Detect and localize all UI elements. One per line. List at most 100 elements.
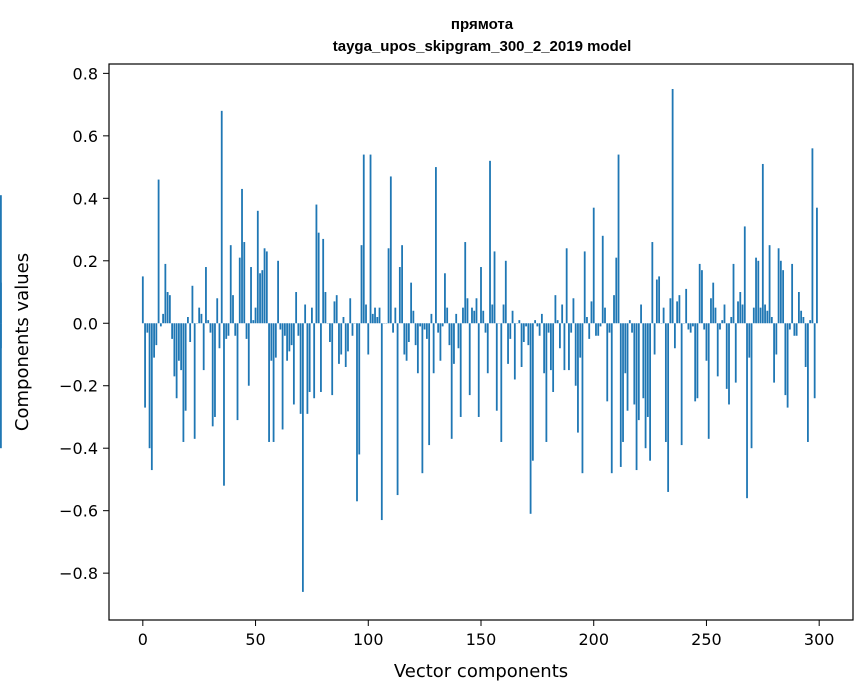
bar-142	[462, 307, 464, 324]
bar-254	[714, 307, 717, 324]
bar-127	[428, 323, 431, 446]
bar-12	[168, 295, 171, 324]
bar-83	[329, 323, 331, 342]
bar-179	[545, 323, 548, 442]
bar-274	[759, 307, 762, 324]
bar-134	[444, 273, 446, 324]
y-tick-label: 0.8	[73, 64, 98, 83]
bar-295	[807, 323, 809, 442]
bar-210	[615, 257, 618, 324]
bar-298	[813, 323, 816, 399]
bar-281	[775, 323, 778, 355]
bar-237	[676, 301, 679, 324]
bar-265	[739, 292, 742, 324]
bar-16	[177, 323, 180, 361]
bar-157	[495, 323, 498, 411]
bar-148	[475, 298, 478, 324]
y-tick-label: −0.6	[59, 502, 98, 521]
bar-29	[207, 320, 210, 324]
bar-216	[628, 320, 631, 324]
bar-22	[191, 285, 194, 324]
bar-287	[788, 323, 791, 330]
bar-124	[421, 323, 424, 474]
bar-247	[698, 263, 701, 324]
bar-167	[518, 320, 521, 324]
bar-260	[728, 323, 730, 405]
bar-136	[448, 323, 451, 346]
bar-222	[642, 323, 645, 399]
bar-79	[320, 323, 322, 392]
x-axis: 0 50 100 150 200 250 300	[138, 620, 834, 649]
bar-133	[441, 323, 444, 327]
bar-219	[635, 323, 638, 471]
bar-111	[392, 323, 394, 333]
bar-40	[232, 295, 234, 324]
y-tick-label: 0.6	[73, 127, 98, 146]
bar-223	[644, 323, 647, 449]
bar-249	[703, 323, 706, 330]
bar-105	[378, 307, 381, 324]
bar-231	[662, 307, 665, 324]
y-tick-label: −0.4	[59, 439, 98, 458]
bar-232	[664, 323, 667, 442]
bar-99	[365, 304, 367, 324]
bar-117	[405, 323, 408, 361]
bar-103	[374, 307, 376, 324]
bar-243	[689, 323, 692, 333]
bar-276	[764, 304, 766, 324]
bar-170	[525, 323, 527, 327]
bar-31	[211, 323, 214, 427]
bar-197	[586, 317, 588, 324]
bar-69	[297, 323, 300, 336]
bar-undefined	[0, 323, 2, 449]
bar-156	[493, 251, 496, 324]
bar-218	[633, 323, 636, 405]
bar-160	[502, 304, 505, 324]
bar-101	[369, 154, 372, 324]
bar-289	[793, 323, 796, 336]
bar-257	[721, 320, 724, 324]
bar-49	[252, 320, 255, 324]
bar-60	[277, 260, 279, 324]
bar-294	[804, 323, 807, 367]
bar-3	[148, 323, 151, 449]
bar-76	[313, 323, 316, 399]
bar-88	[340, 323, 343, 355]
bar-187	[563, 323, 566, 371]
bar-261	[730, 317, 733, 324]
bar-211	[617, 154, 620, 324]
bar-43	[238, 257, 241, 324]
bar-269	[748, 323, 751, 358]
bar-206	[606, 323, 609, 402]
bar-212	[619, 323, 622, 467]
bar-53	[261, 270, 264, 324]
bar-122	[416, 323, 419, 374]
bar-42	[236, 323, 239, 421]
bar-275	[761, 163, 764, 324]
bar-62	[281, 323, 284, 430]
bar-171	[527, 323, 530, 346]
bar-87	[338, 323, 340, 364]
bar-277	[766, 310, 769, 324]
bar-93	[351, 323, 354, 336]
bar-116	[403, 323, 406, 355]
bar-193	[577, 323, 579, 433]
bar-98	[362, 154, 365, 324]
bar-13	[171, 323, 174, 339]
bar-10	[164, 263, 167, 324]
bar-154	[489, 160, 491, 324]
bar-68	[295, 292, 298, 324]
bar-173	[531, 323, 534, 461]
bar-236	[673, 323, 676, 349]
x-tick-label: 0	[138, 630, 148, 649]
bar-114	[398, 267, 401, 324]
bar-28	[205, 267, 207, 324]
bar-189	[568, 323, 570, 371]
bar-153	[486, 323, 489, 374]
bar-37	[225, 323, 228, 339]
bar-255	[716, 323, 719, 377]
bar-213	[622, 323, 624, 442]
bar-36	[223, 323, 225, 486]
bar-33	[216, 298, 219, 324]
bar-220	[637, 323, 640, 421]
